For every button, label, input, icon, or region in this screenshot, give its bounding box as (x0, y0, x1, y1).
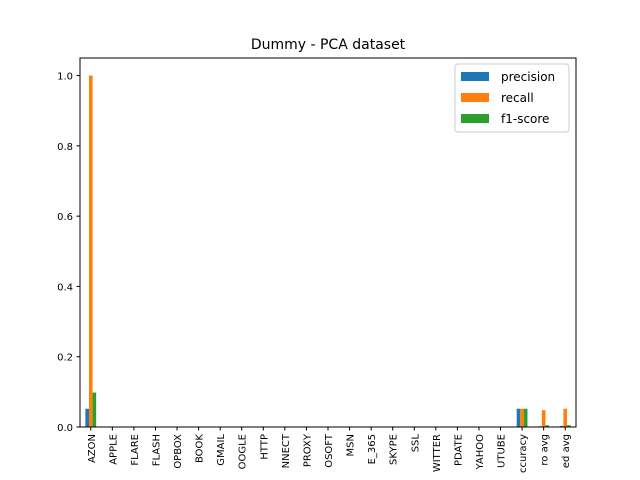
bars-layer (85, 75, 571, 428)
y-tick-label: 0.6 (57, 212, 73, 223)
y-axis: 0.0 0.2 0.4 0.6 0.8 1.0 (57, 72, 80, 434)
x-tick-label: E_365 (367, 434, 378, 464)
bar-recall-21 (541, 410, 546, 427)
x-tick-label: PDATE (453, 434, 464, 466)
legend-swatch-f1-score (461, 114, 489, 123)
x-tick-label: APPLE (108, 434, 119, 465)
x-axis: AZON APPLE FLARE FLASH OPBOX BOOK GMAIL OOGLE HT… (87, 427, 572, 473)
bar-recall-20 (520, 408, 524, 427)
y-tick-label: 0.0 (57, 423, 73, 434)
x-tick-label: BOOK (195, 434, 206, 463)
bar-recall-0 (88, 75, 93, 428)
x-tick-label: SKYPE (389, 434, 400, 465)
bar-f1-score-20 (523, 408, 528, 427)
x-tick-label: ccuracy (518, 434, 529, 473)
y-tick-label: 0.8 (57, 142, 73, 153)
legend-swatch-recall (461, 93, 489, 102)
bar-recall-22 (563, 408, 568, 427)
bar-f1-score-22 (567, 425, 571, 427)
x-tick-label: OSOFT (324, 433, 335, 468)
x-tick-label: OPBOX (173, 434, 184, 469)
x-tick-label: FLASH (151, 434, 162, 466)
x-tick-label: WITTER (432, 434, 443, 472)
x-tick-label: ed avg (561, 434, 572, 468)
legend-label-recall: recall (501, 91, 534, 105)
bar-f1-score-21 (545, 425, 550, 427)
legend-label-f1-score: f1-score (501, 112, 549, 126)
x-tick-label: GMAIL (216, 434, 227, 466)
x-tick-label: SSL (410, 434, 421, 453)
x-tick-label: HTTP (259, 434, 270, 460)
bar-precision-0 (85, 408, 89, 427)
y-tick-label: 0.2 (57, 353, 73, 364)
bar-precision-22 (559, 425, 564, 427)
x-tick-label: ro avg (540, 434, 551, 466)
bar-precision-20 (516, 408, 521, 427)
x-tick-label: NNECT (281, 433, 292, 468)
x-tick-label: YAHOO (475, 434, 486, 471)
x-tick-label: UTUBE (497, 434, 508, 468)
chart-title: Dummy - PCA dataset (251, 37, 406, 53)
plot-frame (79, 57, 577, 428)
bar-f1-score-0 (92, 392, 97, 427)
x-tick-label: AZON (87, 434, 98, 463)
y-tick-label: 0.4 (57, 282, 73, 293)
x-tick-label: MSN (346, 434, 357, 456)
x-tick-label: PROXY (302, 433, 313, 467)
y-tick-label: 1.0 (57, 72, 73, 83)
legend: precision recall f1-score (454, 63, 570, 133)
x-tick-label: OOGLE (238, 434, 249, 469)
x-tick-label: FLARE (130, 434, 141, 466)
legend-swatch-precision (461, 72, 489, 81)
legend-label-precision: precision (501, 70, 555, 84)
